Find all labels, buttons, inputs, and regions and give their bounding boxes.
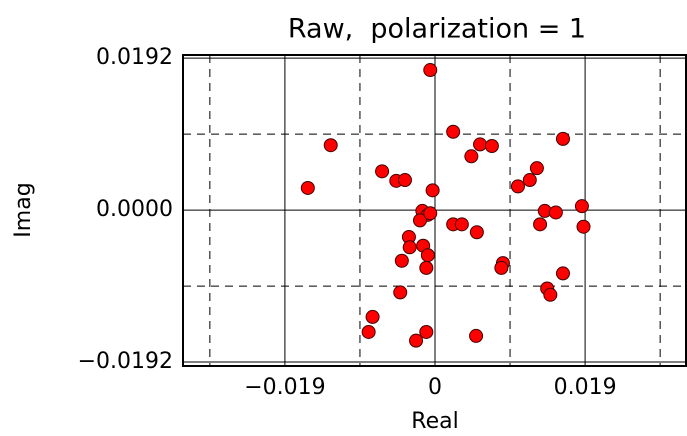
point: [484, 139, 499, 154]
point: [412, 213, 427, 228]
point: [469, 328, 484, 343]
point: [454, 217, 469, 232]
point: [469, 225, 484, 240]
point: [494, 260, 509, 275]
y-tick-label: 0.0192: [96, 45, 173, 70]
point: [473, 137, 488, 152]
y-tick-label: 0.0000: [96, 197, 173, 222]
point: [548, 205, 563, 220]
y-axis-label: Imag: [11, 182, 36, 237]
point: [533, 217, 548, 232]
plot-frame: [182, 54, 687, 367]
point: [464, 149, 479, 164]
point: [423, 63, 438, 78]
point: [510, 179, 525, 194]
point: [574, 199, 589, 214]
point: [543, 287, 558, 302]
point: [446, 124, 461, 139]
x-axis-label: Real: [411, 409, 458, 434]
point: [361, 324, 376, 339]
point: [522, 173, 537, 188]
x-tick-label: −0.019: [244, 375, 325, 400]
point: [529, 161, 544, 176]
x-tick-label: 0.019: [554, 375, 617, 400]
point: [394, 253, 409, 268]
point: [420, 248, 435, 263]
y-tick-label: −0.0192: [78, 349, 173, 374]
point: [419, 324, 434, 339]
point: [365, 309, 380, 324]
point: [576, 219, 591, 234]
point: [419, 260, 434, 275]
chart-title: Raw, polarization = 1: [288, 14, 586, 45]
x-tick-label: 0: [428, 375, 442, 400]
point: [425, 183, 440, 198]
point: [402, 240, 417, 255]
point: [555, 266, 570, 281]
point: [375, 164, 390, 179]
point: [409, 333, 424, 348]
point: [397, 173, 412, 188]
point: [555, 131, 570, 146]
point: [323, 138, 338, 153]
point: [423, 206, 438, 221]
point: [393, 285, 408, 300]
point: [300, 180, 315, 195]
